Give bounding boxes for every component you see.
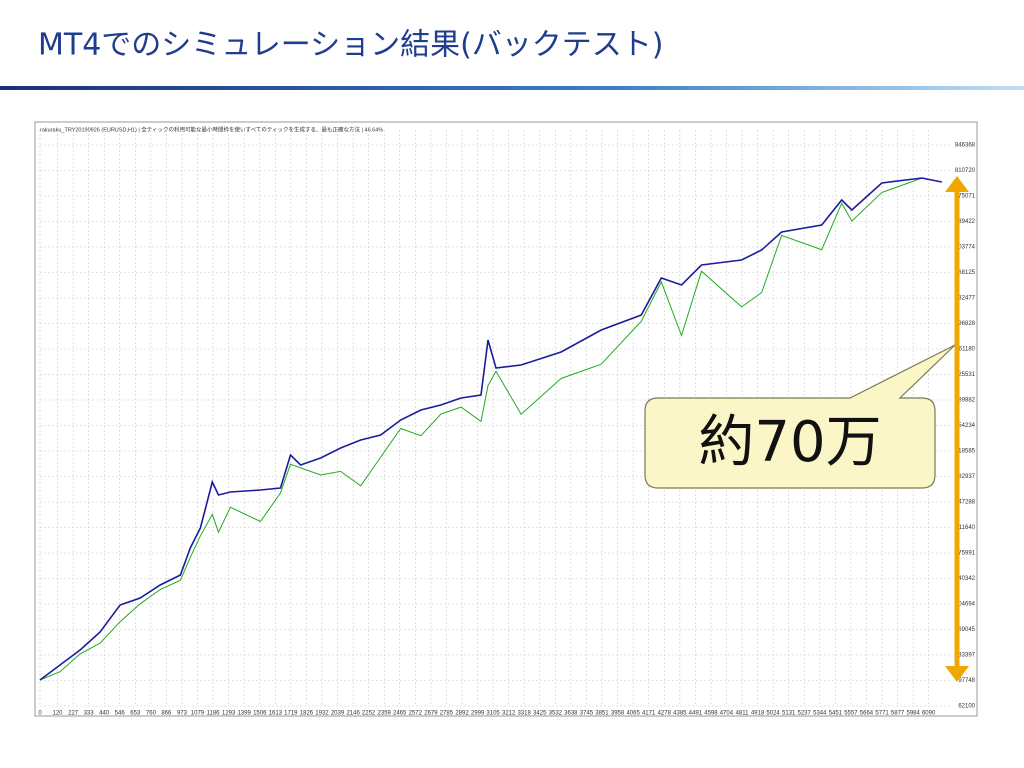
y-tick-label: 62100 [958,704,975,710]
x-tick-label: 120 [53,711,64,717]
y-tick-label: 489882 [955,398,976,404]
x-tick-label: 2999 [471,711,485,717]
x-tick-label: 4065 [626,711,640,717]
y-tick-label: 240342 [955,576,976,582]
x-tick-label: 4811 [736,711,750,717]
x-tick-label: 4918 [751,711,765,717]
y-tick-label: 632477 [955,296,976,302]
x-tick-label: 440 [99,711,110,717]
x-tick-label: 5451 [829,711,843,717]
x-tick-label: 4598 [704,711,718,717]
y-tick-label: 525531 [955,372,976,378]
y-tick-label: 596828 [955,321,976,327]
x-tick-label: 1826 [300,711,314,717]
x-tick-label: 6090 [922,711,936,717]
y-tick-label: 846368 [955,143,976,149]
x-tick-label: 4385 [673,711,687,717]
arrow-head-bottom [945,666,969,682]
x-tick-label: 5344 [813,711,827,717]
x-tick-label: 1932 [315,711,329,717]
x-tick-label: 3745 [580,711,594,717]
x-tick-label: 3532 [549,711,563,717]
chart-caption: rakuraku_TRY20190926 (EURUSD,H1) | 全ティック… [40,125,383,133]
x-tick-label: 3105 [486,711,500,717]
range-arrow [945,176,969,682]
y-tick-label: 133397 [955,653,976,659]
x-tick-label: 1399 [237,711,251,717]
x-tick-label: 2039 [331,711,345,717]
x-tick-label: 546 [115,711,126,717]
x-tick-label: 5557 [844,711,858,717]
y-tick-label: 204694 [955,602,976,608]
x-tick-label: 4171 [642,711,656,717]
x-tick-label: 1506 [253,711,267,717]
x-tick-label: 5131 [782,711,796,717]
y-tick-label: 668125 [955,270,976,276]
x-tick-label: 1186 [207,711,221,717]
x-tick-label: 5877 [891,711,905,717]
x-tick-label: 866 [161,711,172,717]
x-tick-label: 5771 [875,711,889,717]
x-tick-label: 3638 [564,711,578,717]
x-tick-label: 0 [38,711,42,717]
x-tick-label: 2252 [362,711,376,717]
x-tick-label: 1613 [269,711,283,717]
y-tick-label: 454234 [955,423,976,429]
y-tick-label: 311640 [955,525,975,531]
y-tick-label: 703774 [955,245,976,251]
x-tick-label: 3851 [595,711,609,717]
x-tick-label: 5237 [798,711,812,717]
callout-text: 約70万 [698,410,881,475]
x-tick-label: 5024 [766,711,780,717]
x-tick-label: 2679 [424,711,438,717]
y-tick-label: 382937 [955,474,976,480]
x-tick-label: 2785 [440,711,454,717]
arrow-head-top [945,176,969,192]
x-tick-label: 1719 [284,711,298,717]
x-tick-label: 3318 [517,711,531,717]
series-line [39,177,942,681]
x-tick-label: 4491 [689,711,703,717]
x-tick-label: 3425 [533,711,547,717]
x-tick-label: 3958 [611,711,625,717]
y-tick-label: 739422 [955,219,976,225]
slide-title: MT4でのシミュレーション結果(バックテスト) [38,28,664,63]
y-tick-label: 347288 [955,500,976,506]
y-tick-label: 169045 [955,627,976,633]
x-tick-label: 4704 [720,711,734,717]
title-rule [0,86,1024,90]
x-tick-label: 5984 [907,711,921,717]
x-tick-label: 3212 [502,711,516,717]
x-tick-label: 2572 [409,711,423,717]
x-tick-label: 333 [84,711,95,717]
callout-box [644,344,956,489]
x-tick-label: 653 [130,711,141,717]
x-tick-label: 4278 [658,711,672,717]
x-tick-label: 2465 [393,711,407,717]
y-tick-label: 275991 [955,551,976,557]
y-tick-label: 775071 [955,194,976,200]
series-line [39,177,942,681]
x-tick-label: 2359 [378,711,392,717]
y-tick-label: 810720 [955,168,976,174]
x-tick-label: 1293 [222,711,236,717]
x-tick-label: 973 [177,711,188,717]
x-tick-label: 1079 [191,711,205,717]
plot: 62100 97748 133397 169045 204694 240342 275991… [38,130,976,717]
x-tick-label: 2892 [455,711,469,717]
y-tick-label: 97748 [958,678,975,684]
y-tick-label: 418585 [955,449,976,455]
x-tick-label: 227 [68,711,79,717]
x-tick-label: 2146 [346,711,360,717]
x-tick-label: 5664 [860,711,874,717]
y-tick-label: 561180 [955,347,975,353]
x-tick-label: 760 [146,711,157,717]
